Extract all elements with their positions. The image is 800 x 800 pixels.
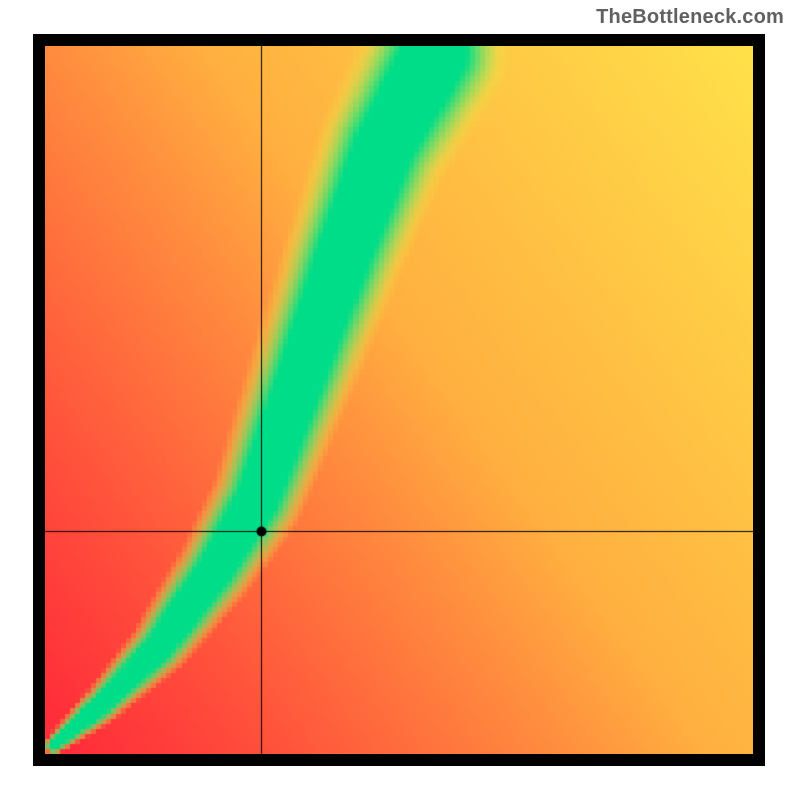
page-container: TheBottleneck.com — [0, 0, 800, 800]
heatmap-canvas — [45, 46, 753, 754]
watermark-text: TheBottleneck.com — [596, 6, 784, 29]
plot-frame — [33, 34, 765, 766]
canvas-wrap — [45, 46, 753, 754]
